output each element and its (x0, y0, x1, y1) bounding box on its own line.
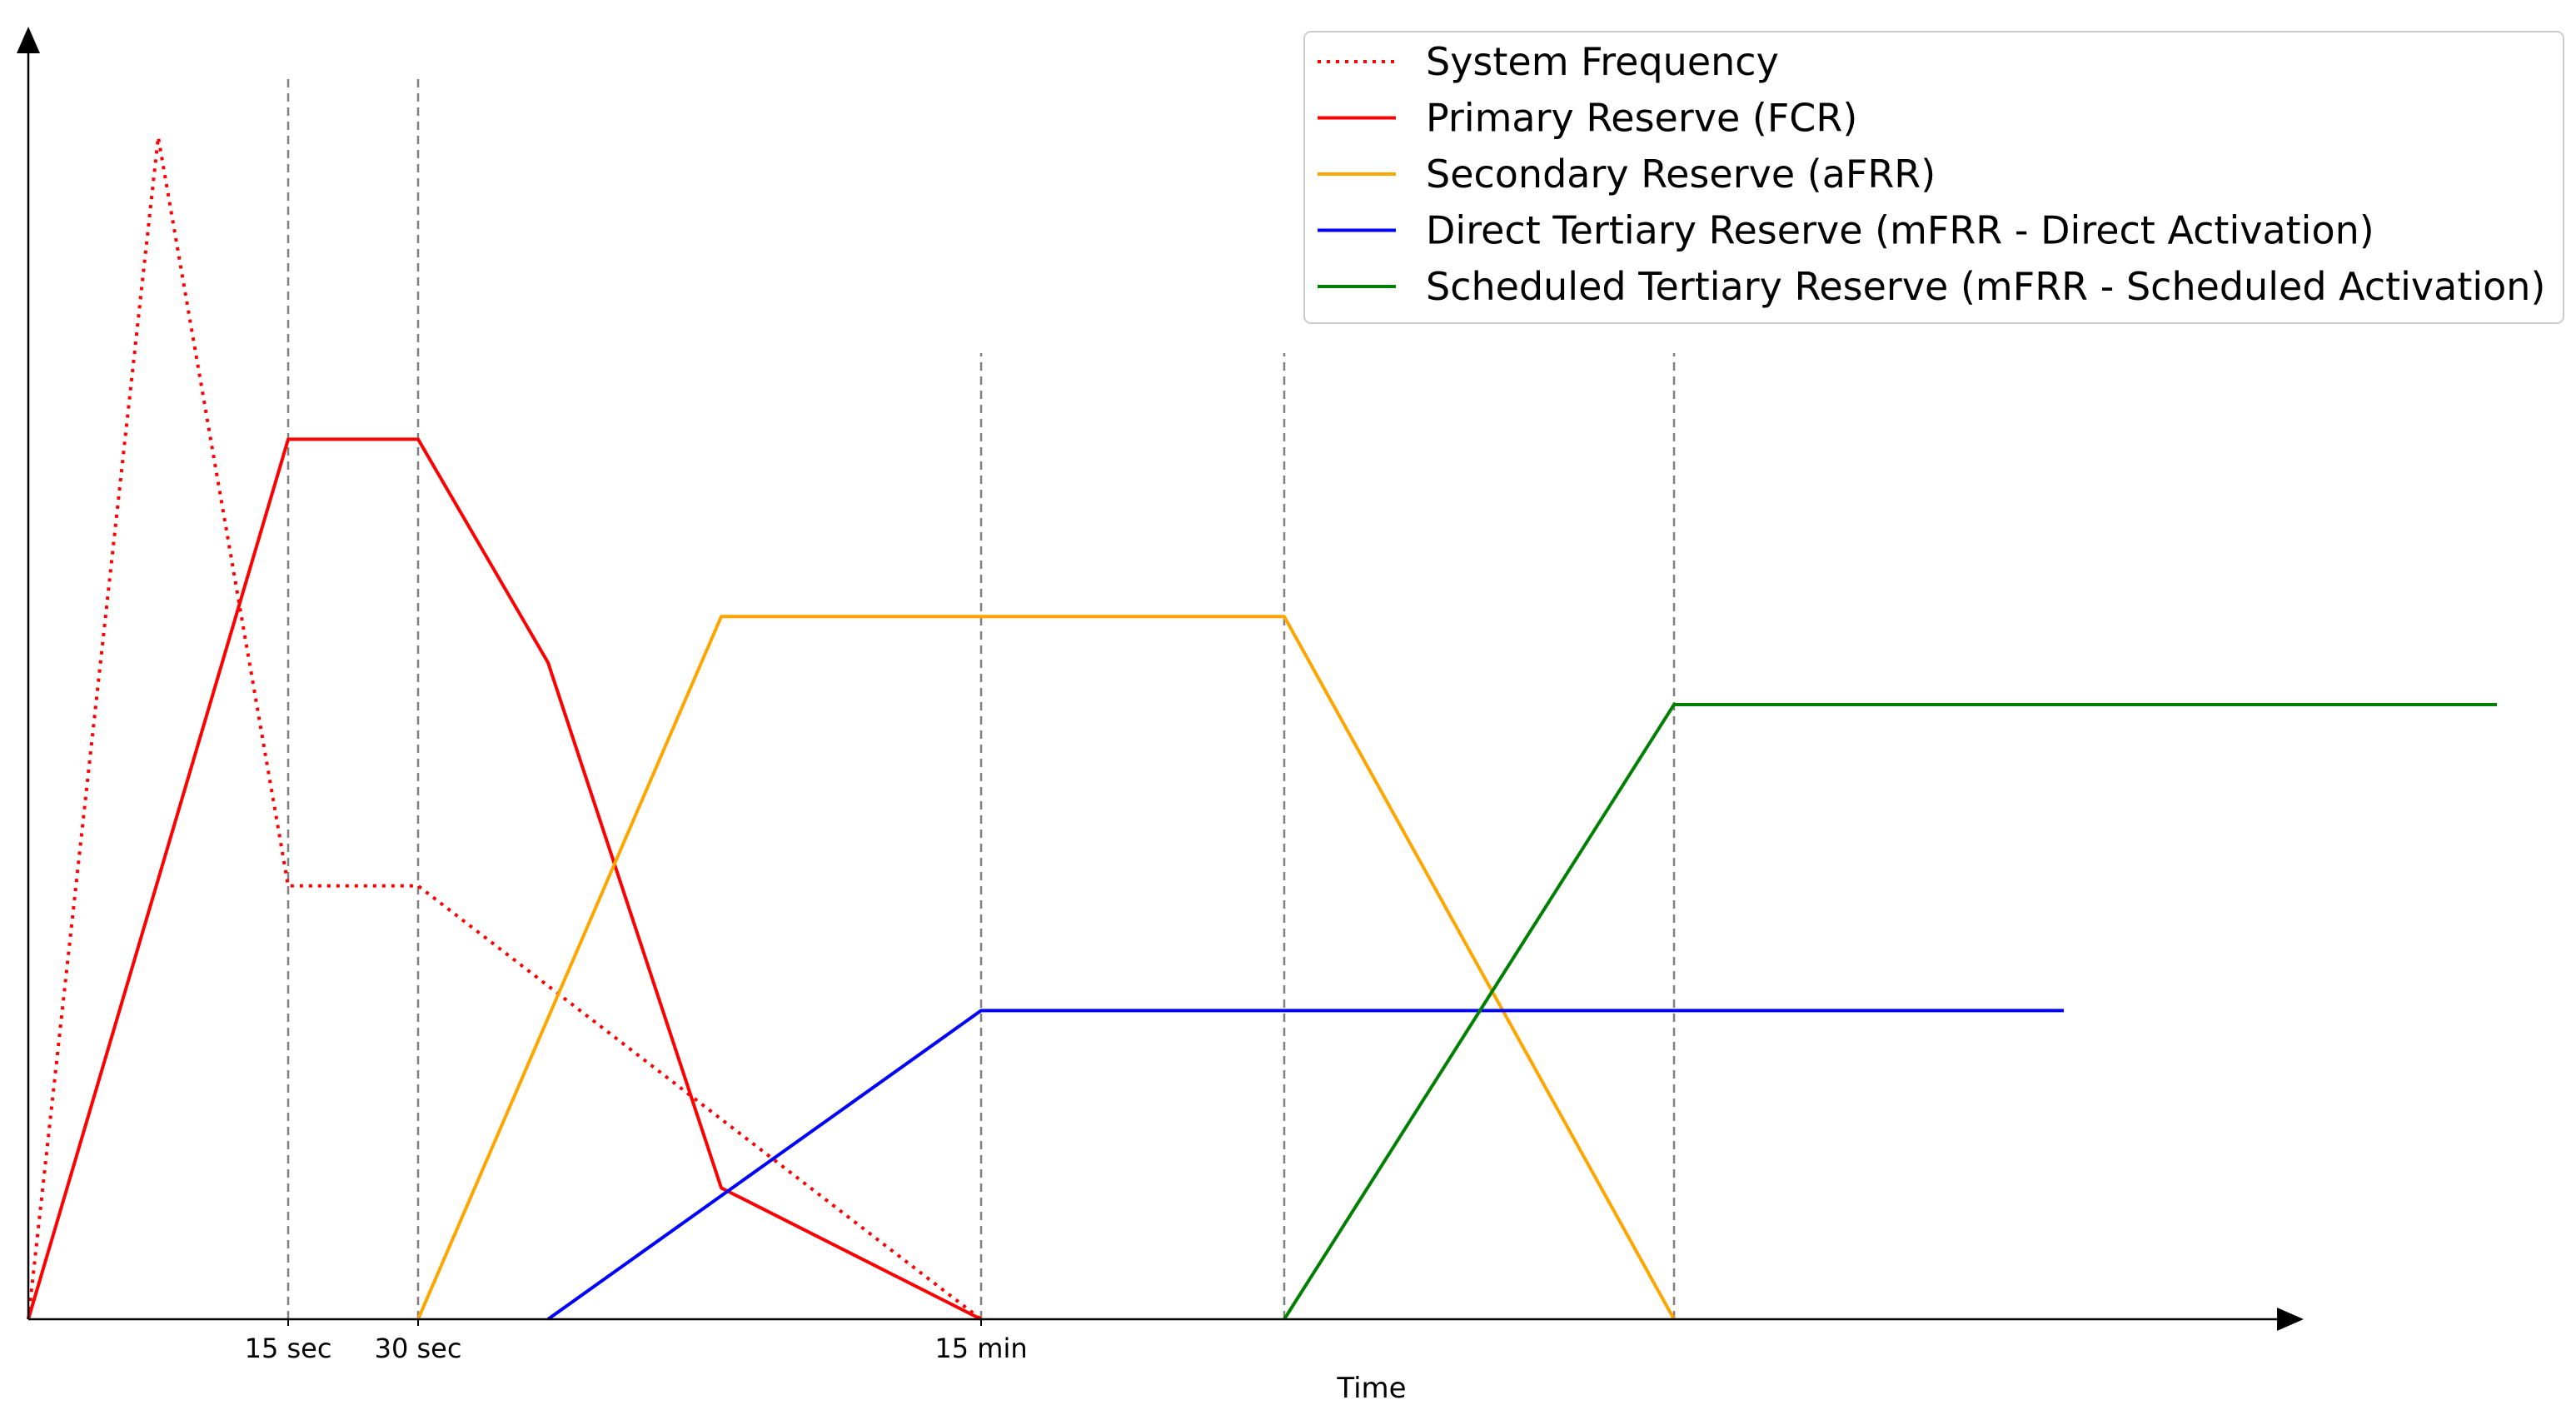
series-lines (27, 135, 2497, 1321)
x-axis-title: Time (1336, 1372, 1406, 1405)
y-axis-arrowhead (17, 27, 40, 53)
legend-label-4: Scheduled Tertiary Reserve (mFRR - Sched… (1426, 264, 2545, 309)
legend: System Frequency Primary Reserve (FCR) Sec… (1303, 31, 2564, 324)
x-tick-label-2: 15 min (934, 1333, 1027, 1364)
reference-lines (286, 78, 1676, 1319)
x-ticks: 15 sec 30 sec 15 min (245, 1319, 1028, 1364)
x-axis-arrowhead (2277, 1308, 2304, 1331)
legend-frame (1303, 31, 2564, 324)
x-tick-label-1: 30 sec (375, 1333, 462, 1364)
series-line-3 (546, 1009, 2064, 1321)
legend-label-2: Secondary Reserve (aFRR) (1426, 152, 1936, 197)
legend-label-1: Primary Reserve (FCR) (1426, 96, 1857, 141)
series-line-2 (416, 615, 1676, 1320)
x-tick-label-0: 15 sec (245, 1333, 332, 1364)
axes (17, 27, 2304, 1331)
series-line-1 (27, 437, 982, 1321)
legend-label-0: System Frequency (1426, 39, 1779, 84)
series-line-4 (1283, 702, 2497, 1321)
legend-label-3: Direct Tertiary Reserve (mFRR - Direct A… (1426, 208, 2374, 253)
series-line-0 (27, 135, 983, 1321)
